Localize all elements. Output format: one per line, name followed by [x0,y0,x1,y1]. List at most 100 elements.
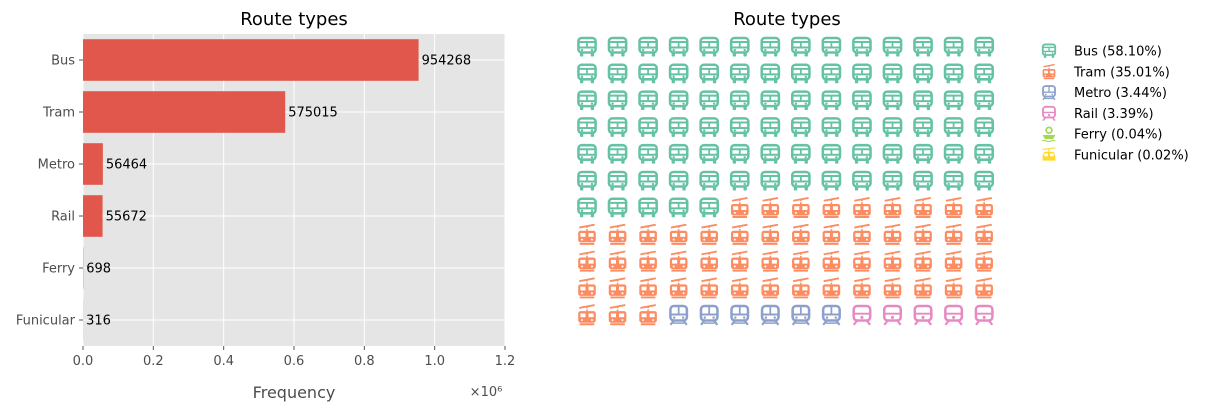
bus-icon [607,197,628,219]
bus-icon [760,143,781,165]
subway-icon [1042,85,1056,101]
tram-icon [974,223,994,245]
bus-icon [882,63,903,85]
bus-icon [577,170,597,192]
bus-icon [943,170,964,192]
bus-icon [852,90,872,112]
bus-icon [943,36,964,58]
tram-icon [577,250,597,272]
x-axis-offset-text: ×10⁶ [470,385,503,400]
legend-entry-metro: Metro (3.44%) [1074,86,1167,101]
bus-icon [638,90,658,112]
bar-chart-title: Route types [240,9,348,30]
category-tick-labels: Bus Tram Metro Rail Ferry Funicular [16,54,83,329]
bus-icon [821,117,842,139]
tram-icon [882,250,903,272]
bar-metro [83,143,103,185]
tram-icon [607,250,628,272]
bus-icon [699,197,720,219]
bus-icon [607,143,628,165]
bus-icon [821,143,842,165]
bus-icon [882,36,903,58]
bus-icon [852,36,872,58]
legend: Bus (58.10%) Tram (35.01%) Metro (3.44%) Ra… [1041,43,1189,164]
x-tick-label: 1.0 [424,354,445,369]
tram-icon [943,277,964,299]
bar-tram [83,91,286,133]
tram-icon [577,304,597,326]
bus-icon [791,143,811,165]
tram-icon [668,277,689,299]
bus-icon [607,63,628,85]
tram-icon [974,196,994,219]
bus-icon [760,117,781,139]
bus-icon [852,63,872,85]
tram-icon [668,223,689,245]
tram-icon [791,196,811,219]
bus-icon [760,170,781,192]
tram-icon [913,196,933,219]
bus-icon [913,36,933,58]
tram-icon [577,223,597,245]
bus-icon [607,36,628,58]
tram-icon [638,304,658,326]
tram-icon [791,250,811,272]
bus-icon [729,90,750,112]
bus-icon [882,170,903,192]
x-tick-label: 0.0 [73,354,94,369]
bus-icon [852,143,872,165]
tram-icon [791,277,811,299]
category-label-funicular: Funicular [16,314,76,329]
tram-icon [913,223,933,245]
tram-icon [852,277,872,299]
bus-icon [821,63,842,85]
subway-icon [669,304,689,326]
tram-icon [607,277,628,299]
bus-icon [913,117,933,139]
bus-icon [791,90,811,112]
tram-icon [760,250,781,272]
train-icon [882,304,903,326]
bus-icon [791,63,811,85]
bus-icon [729,36,750,58]
bus-icon [729,63,750,85]
bus-icon [913,90,933,112]
bus-icon [1041,43,1057,59]
bus-icon [821,90,842,112]
bus-icon [821,170,842,192]
train-icon [1042,105,1056,122]
bus-icon [852,117,872,139]
bar-value-label: 56464 [106,158,147,173]
bus-icon [577,36,597,58]
bus-icon [760,90,781,112]
bus-icon [577,117,597,139]
bus-icon [943,90,964,112]
bus-icon [974,90,994,112]
bus-icon [607,170,628,192]
tram-icon [668,250,689,272]
subway-icon [699,304,719,326]
bus-icon [882,90,903,112]
tram-icon [882,223,903,245]
tram-icon [821,223,842,245]
tram-icon [607,304,628,326]
bar-value-label: 954268 [422,54,472,69]
tram-icon [729,223,750,245]
cable-car-icon [1041,147,1057,162]
bus-icon [577,90,597,112]
tram-icon [913,250,933,272]
bus-icon [913,170,933,192]
bar-value-label: 316 [86,314,111,329]
bus-icon [668,63,689,85]
bus-icon [699,117,720,139]
bus-icon [577,197,597,219]
bus-icon [852,170,872,192]
bar-value-label: 55672 [106,210,147,225]
bus-icon [882,117,903,139]
bus-icon [699,143,720,165]
tram-icon [760,277,781,299]
bus-icon [607,90,628,112]
legend-entry-bus: Bus (58.10%) [1074,45,1162,60]
tram-icon [852,223,872,245]
bus-icon [699,170,720,192]
